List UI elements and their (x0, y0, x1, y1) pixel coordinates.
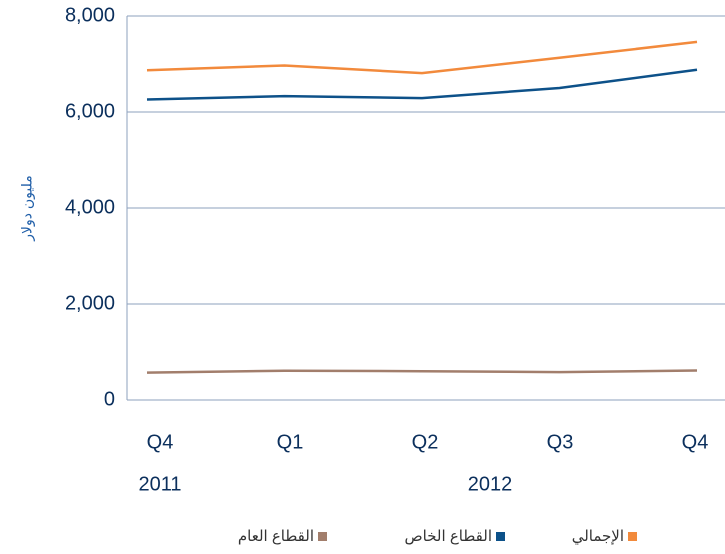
legend-swatch (496, 532, 505, 541)
line-series (146, 68, 698, 101)
x-tick-label: Q4 (147, 431, 174, 453)
legend-swatch (628, 532, 637, 541)
legend-label: القطاع الخاص (405, 528, 492, 545)
y-tick-label: 6,000 (65, 100, 115, 122)
year-label: 2011 (138, 473, 181, 495)
y-tick-label: 8,000 (65, 4, 115, 26)
legend-label: الإجمالي (572, 528, 624, 546)
line-series (146, 40, 698, 75)
legend-swatch (318, 532, 327, 541)
year-label: 2012 (468, 473, 513, 495)
x-tick-label: Q3 (547, 431, 574, 453)
x-tick-label: Q2 (412, 431, 439, 453)
y-tick-label: 2,000 (65, 292, 115, 314)
line-series (146, 369, 698, 374)
y-axis-label: مليون دولار (19, 175, 36, 242)
legend-label: القطاع العام (238, 528, 314, 545)
x-tick-label: Q1 (277, 431, 304, 453)
y-tick-label: 0 (104, 388, 115, 410)
y-tick-label: 4,000 (65, 196, 115, 218)
x-tick-label: Q4 (682, 431, 709, 453)
